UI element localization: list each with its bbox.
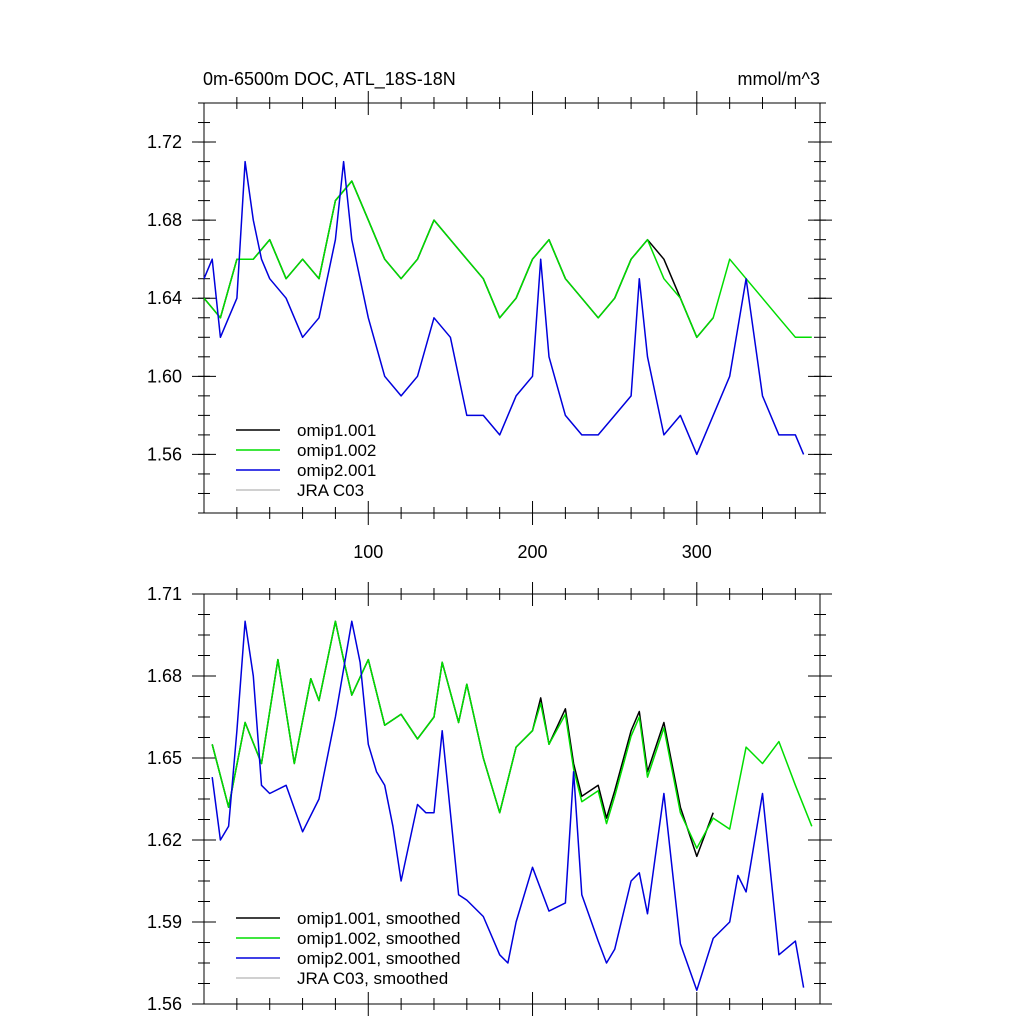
- y-tick-label: 1.64: [147, 288, 182, 308]
- top-series-lines: [203, 160, 812, 456]
- legend-label-omip1-002: omip1.002: [297, 441, 376, 460]
- y-tick-label: 1.62: [147, 830, 182, 850]
- series-line-omip1-002: [203, 180, 812, 339]
- x-tick-label: 300: [682, 542, 712, 562]
- series-line-omip1-001-smoothed: [211, 620, 714, 858]
- legend-label-omip1-002-smoothed: omip1.002, smoothed: [297, 929, 461, 948]
- legend-label-omip2-001-smoothed: omip2.001, smoothed: [297, 949, 461, 968]
- top-axis-ticks: [192, 91, 832, 525]
- series-line-omip2-001: [203, 160, 805, 456]
- x-tick-label: 100: [353, 542, 383, 562]
- y-tick-label: 1.68: [147, 666, 182, 686]
- legend-label-omip2-001: omip2.001: [297, 461, 376, 480]
- series-line-omip1-002-smoothed: [211, 620, 813, 849]
- y-tick-label: 1.56: [147, 444, 182, 464]
- bottom-y-axis-labels: 1.56 1.59 1.62 1.65 1.68 1.71: [147, 584, 182, 1014]
- top-title: 0m-6500m DOC, ATL_18S-18N: [203, 69, 456, 90]
- series-line-omip2-001-smoothed: [211, 620, 805, 992]
- bottom-panel: 1.56 1.59 1.62 1.65 1.68 1.71 omip1.001, smoo…: [147, 582, 832, 1016]
- x-tick-label: 200: [518, 542, 548, 562]
- top-x-axis-labels: 100 200 300: [353, 542, 712, 562]
- y-tick-label: 1.60: [147, 366, 182, 386]
- legend-label-jra-c03: JRA C03: [297, 481, 364, 500]
- y-tick-label: 1.65: [147, 748, 182, 768]
- legend-label-omip1-001-smoothed: omip1.001, smoothed: [297, 909, 461, 928]
- y-tick-label: 1.71: [147, 584, 182, 604]
- y-tick-label: 1.72: [147, 132, 182, 152]
- top-units: mmol/m^3: [738, 69, 820, 89]
- y-tick-label: 1.56: [147, 994, 182, 1014]
- bottom-axis-ticks: [192, 582, 832, 1016]
- legend-label-jra-c03-smoothed: JRA C03, smoothed: [297, 969, 448, 988]
- legend-label-omip1-001: omip1.001: [297, 421, 376, 440]
- top-panel: 0m-6500m DOC, ATL_18S-18N mmol/m^3 1.561…: [147, 69, 832, 562]
- top-plot-frame: [203, 102, 821, 514]
- top-y-axis-labels: 1.56 1.60 1.64 1.68 1.72: [147, 132, 182, 464]
- y-tick-label: 1.59: [147, 912, 182, 932]
- bottom-series-lines: [211, 620, 813, 992]
- y-tick-label: 1.68: [147, 210, 182, 230]
